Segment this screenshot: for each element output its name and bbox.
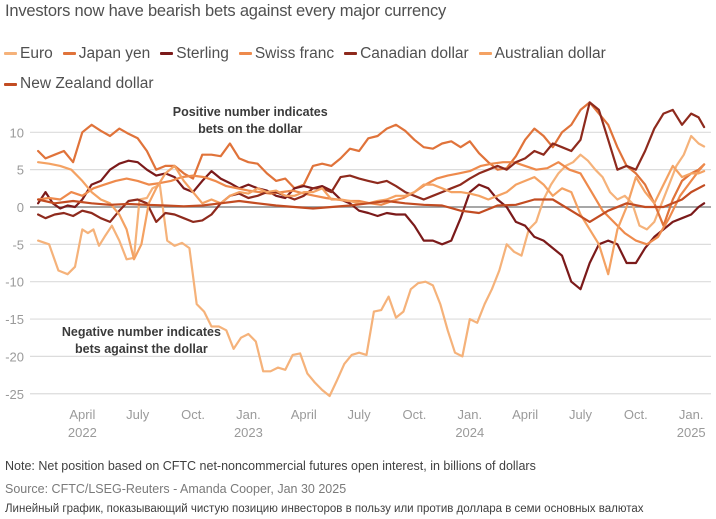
alt-text-line: Линейный график, показывающий чистую поз… (5, 503, 644, 515)
legend-label: Canadian dollar (360, 44, 469, 62)
x-tick-year-label: 2022 (68, 425, 97, 440)
annotation-text: bets against the dollar (75, 342, 208, 356)
y-tick-label: -10 (5, 275, 24, 290)
y-tick-label: -25 (5, 387, 24, 402)
legend-item-euro: Euro (4, 40, 53, 68)
series-lines (36, 101, 706, 398)
y-tick-label: -20 (5, 349, 24, 364)
series-line-euro (36, 134, 706, 398)
x-tick-label: Oct. (181, 407, 205, 422)
series-line-sterling (36, 159, 706, 291)
x-tick-label: Oct. (403, 407, 427, 422)
x-tick-label: July (126, 407, 150, 422)
legend-item-new-zealand-dollar: New Zealand dollar (4, 70, 154, 98)
y-tick-label: 10 (10, 125, 24, 140)
chart-title: Investors now have bearish bets against … (5, 2, 447, 20)
x-tick-year-label: 2024 (455, 425, 484, 440)
legend-label: Japan yen (78, 44, 151, 62)
source-line: Source: CFTC/LSEG-Reuters - Amanda Coope… (5, 482, 347, 496)
legend-label: Swiss franc (254, 44, 335, 62)
y-tick-label: -15 (5, 312, 24, 327)
series-line-swiss-franc (36, 161, 706, 246)
y-axis-ticks: 10 5 0 -5 -10 -15 -20 -25 (5, 125, 24, 401)
legend-swatch (62, 52, 76, 55)
legend-item-sterling: Sterling (160, 40, 229, 68)
x-tick-label: April (291, 407, 317, 422)
x-tick-label: Jan. (458, 407, 483, 422)
x-tick-label: July (569, 407, 593, 422)
legend-item-canadian-dollar: Canadian dollar (344, 40, 469, 68)
annotation-text: Positive number indicates (173, 105, 328, 119)
x-tick-label: July (348, 407, 372, 422)
legend-swatch (4, 82, 17, 86)
annotation-text: bets on the dollar (198, 122, 302, 136)
annotation-text: Negative number indicates (62, 325, 221, 339)
legend-label: Euro (20, 44, 53, 62)
x-tick-label: Jan. (236, 407, 261, 422)
legend-label: Sterling (176, 44, 229, 62)
legend-swatch (238, 52, 252, 55)
legend-label: Australian dollar (494, 44, 606, 62)
legend-item-japan-yen: Japan yen (62, 40, 151, 68)
legend-label: New Zealand dollar (20, 75, 154, 92)
legend-swatch (344, 52, 358, 55)
annotations: Positive number indicates bets on the dol… (62, 105, 328, 356)
series-line-new-zealand-dollar (36, 184, 706, 223)
legend-swatch (160, 52, 174, 55)
x-tick-label: April (69, 407, 95, 422)
series-line-japan-yen (36, 101, 706, 227)
x-tick-label: Oct. (624, 407, 648, 422)
footnote: Note: Net position based on CFTC net-non… (5, 459, 536, 473)
x-tick-label: Jan. (679, 407, 704, 422)
x-axis-ticks: April 2022 July Oct. Jan. 2023 April July Oct. Ja… (68, 407, 706, 440)
y-tick-label: -5 (12, 237, 24, 252)
legend-item-swiss-franc: Swiss franc (238, 40, 335, 68)
line-chart: 10 5 0 -5 -10 -15 -20 -25 April 2022 July Oct. Jan.… (5, 101, 711, 440)
legend-swatch (478, 52, 492, 55)
x-tick-year-label: 2023 (234, 425, 263, 440)
y-tick-label: 5 (17, 163, 24, 178)
legend-item-australian-dollar: Australian dollar (478, 40, 606, 68)
x-tick-label: April (512, 407, 538, 422)
x-tick-year-label: 2025 (677, 425, 706, 440)
gridlines (30, 131, 711, 395)
legend-swatch (4, 52, 17, 55)
y-tick-label: 0 (17, 200, 24, 215)
legend: Euro Japan yen Sterling Swiss franc Canadian… (4, 37, 709, 98)
